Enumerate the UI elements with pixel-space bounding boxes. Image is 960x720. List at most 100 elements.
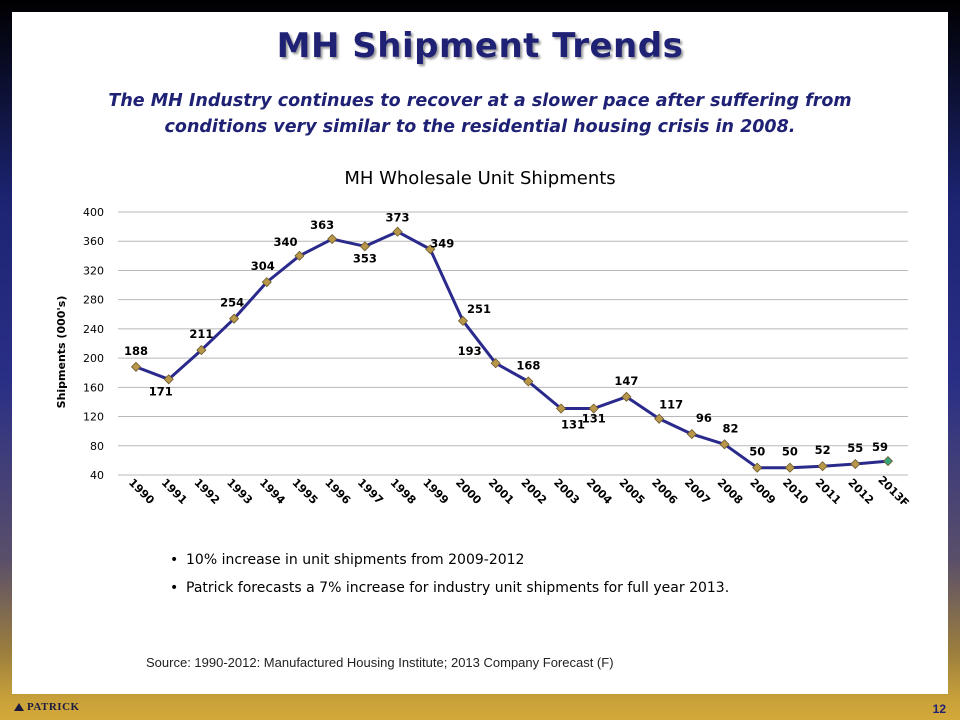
data-label: 96 <box>696 411 712 425</box>
data-marker <box>490 358 501 369</box>
y-tick-label: 120 <box>83 411 104 424</box>
data-marker <box>457 315 469 326</box>
data-label: 304 <box>251 259 275 273</box>
data-marker <box>196 345 207 356</box>
data-marker <box>261 277 272 288</box>
data-label: 254 <box>220 296 244 310</box>
data-marker <box>719 439 730 450</box>
x-tick-label: 2000 <box>453 476 484 507</box>
data-label: 82 <box>723 421 739 435</box>
data-labels: 188 171 211 254 304 340 363 353 373 349 251 193 168 1… <box>124 211 888 459</box>
data-label: 117 <box>659 398 683 412</box>
bullet-dot: • <box>170 552 179 568</box>
chart-title: MH Wholesale Unit Shipments <box>344 168 616 189</box>
y-tick-label: 400 <box>83 206 104 219</box>
y-axis-label: Shipments (000's) <box>55 296 68 409</box>
y-tick-label: 80 <box>90 440 104 453</box>
x-tick-label: 1997 <box>355 476 386 507</box>
x-tick-label: 2001 <box>486 476 517 507</box>
data-marker <box>392 226 403 237</box>
data-marker <box>229 313 240 324</box>
x-tick-label: 1991 <box>159 476 190 507</box>
y-tick-label: 40 <box>90 469 104 482</box>
data-label: 147 <box>614 374 638 388</box>
logo-mark-icon <box>14 703 24 711</box>
data-label: 193 <box>458 344 482 358</box>
x-tick-labels: 1990 1991 1992 1993 1994 1995 1996 1997 1998 1999… <box>126 473 912 509</box>
slide-subtitle: The MH Industry continues to recover at … <box>108 91 852 137</box>
x-tick-label: 2010 <box>780 476 811 507</box>
slide-panel <box>12 12 948 694</box>
data-label: 131 <box>561 418 585 432</box>
data-marker <box>130 361 142 372</box>
data-marker <box>294 250 305 261</box>
data-label: 52 <box>815 443 831 457</box>
x-tick-label: 2009 <box>747 476 778 507</box>
x-tick-label: 2011 <box>813 476 844 507</box>
x-tick-label: 2012 <box>845 476 876 507</box>
data-label: 131 <box>582 412 606 426</box>
company-logo: PATRICK <box>14 701 80 713</box>
bullet-item: • 10% increase in unit shipments from 200… <box>170 548 729 576</box>
data-marker <box>621 391 632 402</box>
data-marker <box>555 403 567 414</box>
x-tick-label: 2008 <box>715 476 746 507</box>
data-label: 373 <box>386 211 410 225</box>
data-marker <box>425 244 436 255</box>
x-tick-label: 2006 <box>649 476 680 507</box>
data-label: 55 <box>847 441 863 455</box>
data-label: 50 <box>749 445 765 459</box>
data-label: 340 <box>273 235 297 249</box>
x-tick-label: 1990 <box>126 476 157 507</box>
series-line <box>135 230 889 470</box>
x-tick-label: 2004 <box>584 476 615 507</box>
page-number: 12 <box>932 702 946 716</box>
data-marker <box>686 429 697 440</box>
y-tick-label: 280 <box>83 294 104 307</box>
data-label: 50 <box>782 445 798 459</box>
data-marker <box>784 462 795 473</box>
x-tick-label: 1994 <box>257 476 288 507</box>
logo-text: PATRICK <box>27 701 80 713</box>
data-marker <box>850 458 861 470</box>
y-tick-labels: 40 80 120 160 200 240 280 320 360 400 <box>83 206 104 482</box>
data-label: 188 <box>124 344 148 358</box>
data-label: 168 <box>516 358 540 372</box>
source-note: Source: 1990-2012: Manufactured Housing … <box>146 655 614 670</box>
bullet-text: 10% increase in unit shipments from 2009… <box>186 552 525 568</box>
y-tick-label: 160 <box>83 381 104 394</box>
bullet-text: Patrick forecasts a 7% increase for indu… <box>186 580 730 596</box>
data-label: 211 <box>189 327 213 341</box>
x-tick-label: 1996 <box>322 476 353 507</box>
data-label: 353 <box>353 251 377 265</box>
data-marker <box>359 241 370 252</box>
bullet-item: • Patrick forecasts a 7% increase for ind… <box>170 576 729 604</box>
x-tick-label: 1999 <box>420 476 451 507</box>
data-label: 363 <box>310 218 334 232</box>
x-tick-label: 2013F <box>875 473 911 509</box>
x-tick-label: 1993 <box>224 476 255 507</box>
bullet-dot: • <box>170 580 179 596</box>
x-tick-label: 1998 <box>388 476 419 507</box>
x-tick-label: 2002 <box>518 476 549 507</box>
data-marker <box>327 233 338 245</box>
y-tick-label: 240 <box>83 323 104 336</box>
x-tick-label: 2003 <box>551 476 582 507</box>
y-tick-label: 360 <box>83 235 104 248</box>
data-label: 59 <box>872 440 888 454</box>
data-label: 171 <box>149 384 173 398</box>
data-marker <box>523 376 534 387</box>
data-marker <box>588 403 599 414</box>
data-label: 349 <box>430 236 454 250</box>
data-markers <box>130 226 894 473</box>
bullet-list: • 10% increase in unit shipments from 200… <box>170 548 729 604</box>
y-tick-label: 320 <box>83 264 104 277</box>
data-marker <box>882 456 894 467</box>
x-tick-label: 1992 <box>191 476 222 507</box>
y-tick-label: 200 <box>83 352 104 365</box>
data-marker <box>654 413 665 424</box>
x-tick-label: 2005 <box>616 476 647 507</box>
gridlines <box>118 211 908 476</box>
x-tick-label: 1995 <box>290 476 321 507</box>
